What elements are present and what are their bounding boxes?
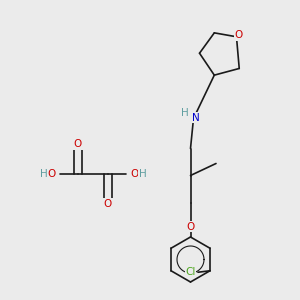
Text: O: O bbox=[47, 169, 56, 179]
Text: H: H bbox=[181, 108, 188, 118]
Text: O: O bbox=[104, 199, 112, 209]
Text: O: O bbox=[130, 169, 139, 179]
Text: O: O bbox=[74, 139, 82, 149]
Text: H: H bbox=[139, 169, 146, 179]
Text: O: O bbox=[235, 30, 243, 40]
Text: Cl: Cl bbox=[185, 267, 196, 277]
Text: H: H bbox=[40, 169, 47, 179]
Text: O: O bbox=[186, 221, 195, 232]
Text: N: N bbox=[192, 113, 200, 123]
